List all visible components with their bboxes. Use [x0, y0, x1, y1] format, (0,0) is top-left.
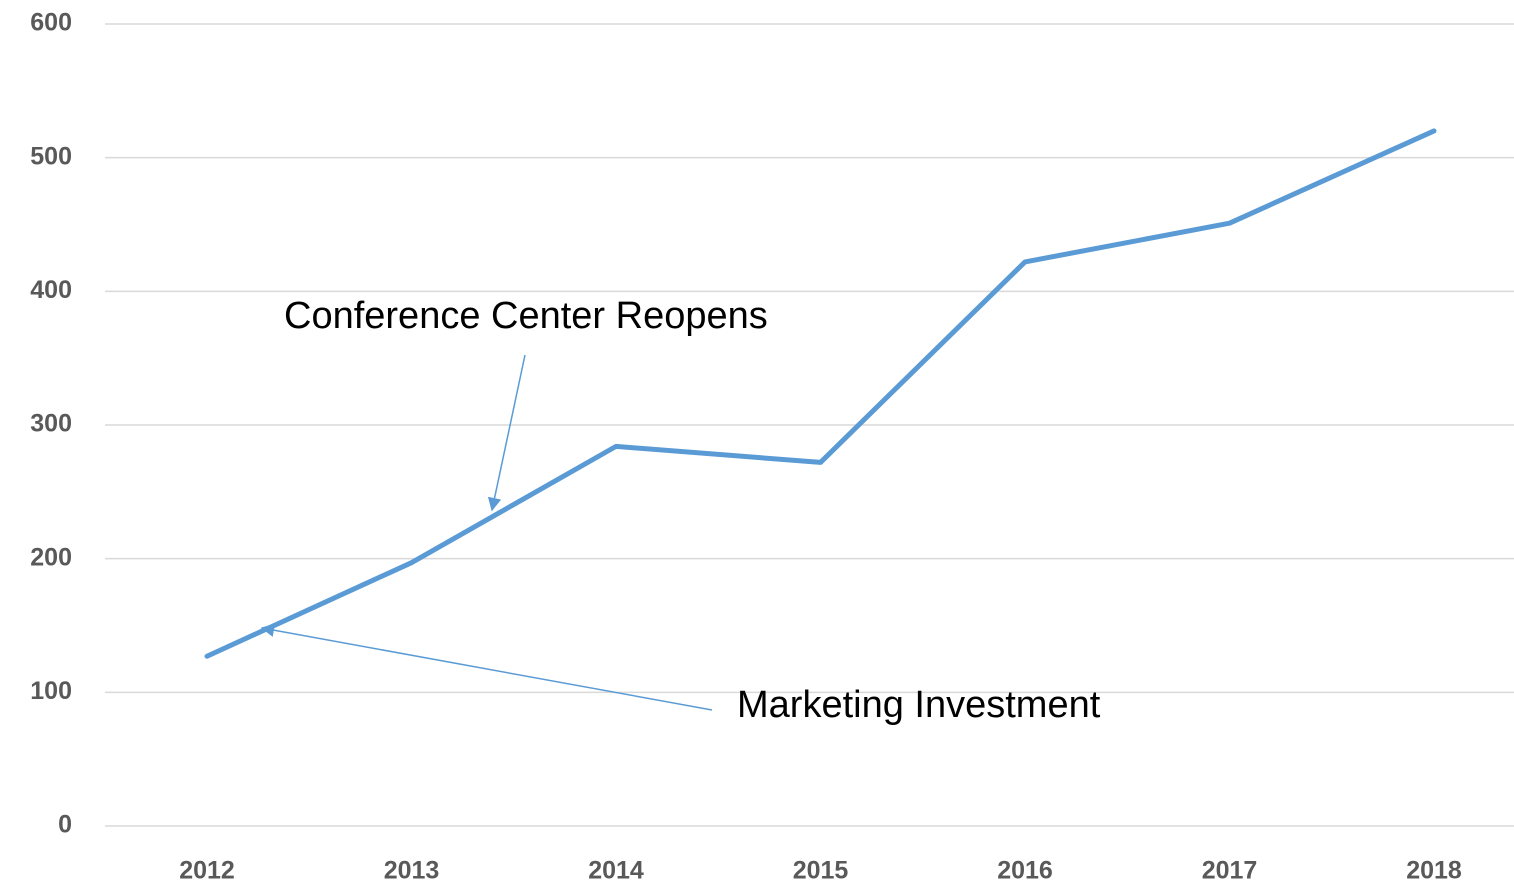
y-tick-label: 100 — [30, 677, 72, 705]
x-tick-label: 2014 — [588, 857, 644, 885]
x-tick-label: 2016 — [997, 857, 1053, 885]
x-tick-label: 2015 — [793, 857, 849, 885]
y-tick-label: 200 — [30, 543, 72, 571]
annotation-arrow — [260, 623, 713, 711]
annotation: Marketing Investment — [737, 684, 1101, 726]
x-tick-label: 2012 — [179, 857, 235, 885]
y-tick-label: 0 — [58, 811, 72, 839]
y-tick-label: 600 — [30, 9, 72, 37]
x-tick-label: 2017 — [1202, 857, 1258, 885]
plot — [204, 128, 1437, 659]
annotation-arrow — [487, 354, 526, 512]
y-tick-label: 300 — [30, 410, 72, 438]
x-tick-label: 2013 — [384, 857, 440, 885]
grid — [105, 23, 1514, 827]
data-line — [204, 128, 1437, 659]
annotation: Conference Center Reopens — [284, 295, 768, 337]
y-tick-label: 400 — [30, 276, 72, 304]
y-tick-label: 500 — [30, 142, 72, 170]
x-tick-label: 2018 — [1406, 857, 1462, 885]
